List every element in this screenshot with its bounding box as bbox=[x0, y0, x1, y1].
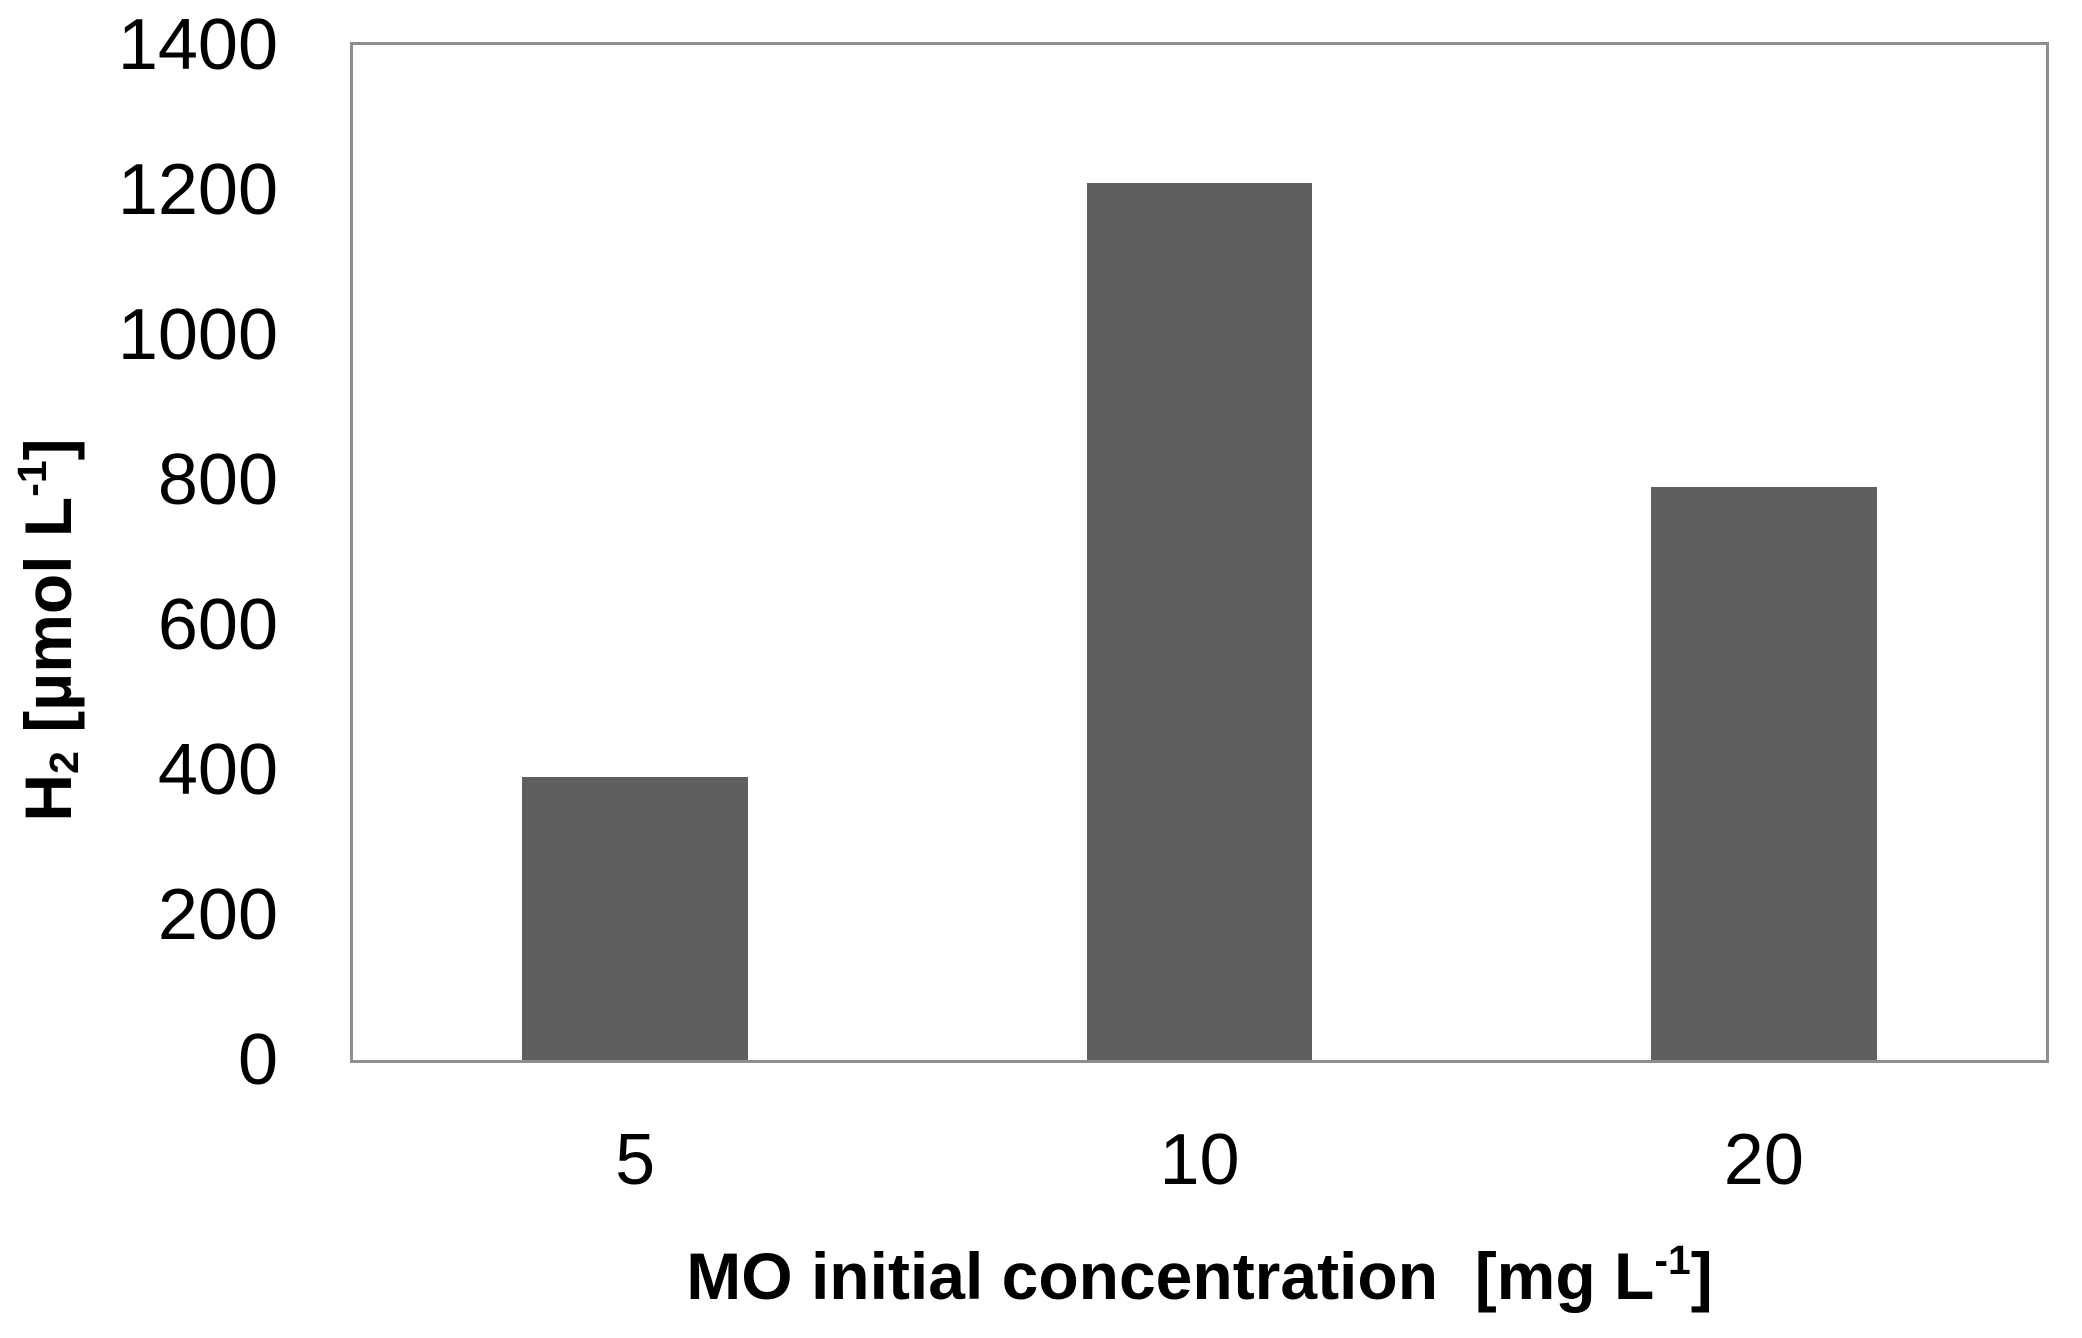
category-slot bbox=[353, 45, 917, 1060]
y-tick-label: 1000 bbox=[117, 295, 278, 375]
y-tick-label: 0 bbox=[237, 1020, 278, 1100]
x-axis-title-superscript: -1 bbox=[1654, 1236, 1691, 1283]
x-axis-title: MO initial concentration [mg L-1] bbox=[353, 1236, 2046, 1314]
y-tick-label: 200 bbox=[157, 875, 278, 955]
y-tick-label: 1200 bbox=[117, 150, 278, 230]
y-tick-label: 1400 bbox=[117, 5, 278, 85]
x-tick-label: 5 bbox=[615, 1120, 656, 1200]
bar-5 bbox=[522, 777, 749, 1060]
x-axis-title-close-bracket: ] bbox=[1690, 1239, 1713, 1313]
bar-10 bbox=[1086, 182, 1313, 1060]
x-tick-label: 10 bbox=[1159, 1120, 1240, 1200]
bar-20 bbox=[1650, 487, 1877, 1060]
x-axis-title-text: MO initial concentration [mg L bbox=[686, 1239, 1655, 1313]
category-slot bbox=[917, 45, 1481, 1060]
y-tick-label: 400 bbox=[157, 730, 278, 810]
plot-area bbox=[350, 42, 2049, 1063]
category-slot bbox=[1482, 45, 2046, 1060]
y-tick-label: 600 bbox=[157, 585, 278, 665]
y-tick-label: 800 bbox=[157, 440, 278, 520]
x-tick-label: 20 bbox=[1723, 1120, 1804, 1200]
